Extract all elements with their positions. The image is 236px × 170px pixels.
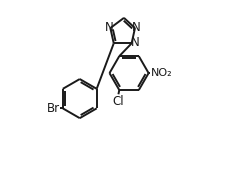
Text: N: N xyxy=(105,21,113,34)
Text: NO₂: NO₂ xyxy=(151,68,173,78)
Text: N: N xyxy=(131,36,140,49)
Text: N: N xyxy=(132,21,141,34)
Text: Br: Br xyxy=(47,102,60,115)
Text: Cl: Cl xyxy=(113,95,124,108)
